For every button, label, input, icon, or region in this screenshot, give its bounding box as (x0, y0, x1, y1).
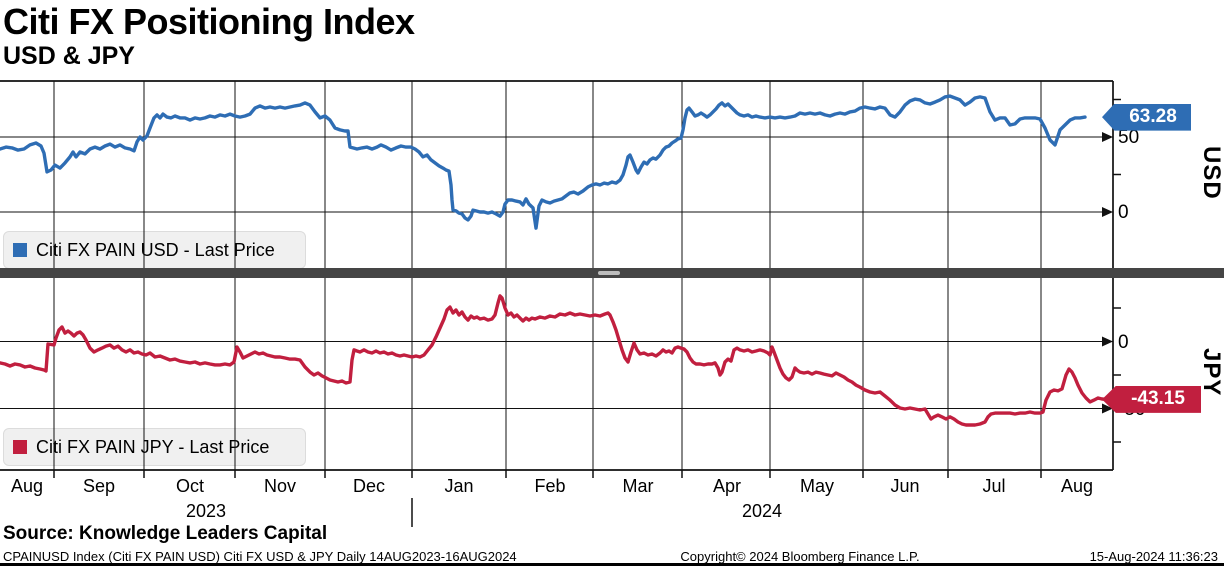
price-flag-usd: 63.28 (1102, 103, 1191, 131)
y-tick-label: 0 (1118, 202, 1129, 223)
month-label: Mar (622, 476, 654, 496)
legend-usd-label: Citi FX PAIN USD - Last Price (36, 239, 275, 260)
panel-divider-handle-icon[interactable] (598, 271, 620, 275)
y-tick-label: 0 (1118, 331, 1129, 353)
month-label: Jul (982, 476, 1006, 496)
source-text: Source: Knowledge Leaders Capital (3, 523, 328, 544)
month-label: Feb (534, 476, 566, 496)
footer-copyright: Copyright© 2024 Bloomberg Finance L.P. (680, 549, 920, 564)
footer-security-info: CPAINUSD Index (Citi FX PAIN USD) Citi F… (3, 549, 517, 564)
axis-label-jpy: JPY (1198, 348, 1224, 397)
legend-swatch-usd-icon (13, 243, 27, 257)
legend-usd[interactable]: Citi FX PAIN USD - Last Price (3, 231, 306, 269)
month-label: Aug (10, 476, 44, 496)
chart-subtitle: USD & JPY (3, 42, 135, 70)
axis-arrow-icon (1102, 207, 1113, 217)
page-title: Citi FX Positioning Index (3, 1, 415, 42)
month-label: Aug (1060, 476, 1094, 496)
bottom-edge-bar (0, 563, 1224, 566)
footer-timestamp: 15-Aug-2024 11:36:23 (1089, 549, 1218, 564)
year-label: 2023 (185, 501, 227, 521)
month-label: May (799, 476, 835, 496)
year-label: 2024 (741, 501, 783, 521)
series-line-usd (0, 94, 1087, 230)
month-label: Oct (175, 476, 205, 496)
month-label: Sep (82, 476, 116, 496)
legend-jpy-label: Citi FX PAIN JPY - Last Price (36, 436, 270, 457)
axis-arrow-icon (1102, 336, 1113, 347)
axis-arrow-icon (1102, 132, 1113, 142)
month-label: Jun (890, 476, 920, 496)
axis-label-usd: USD (1198, 146, 1224, 200)
legend-swatch-jpy-icon (13, 440, 27, 454)
month-label: Dec (352, 476, 386, 496)
month-label: Jan (444, 476, 474, 496)
y-tick-label: 50 (1118, 127, 1140, 148)
series-line-jpy (0, 294, 1108, 427)
price-flag-jpy: -43.15 (1102, 385, 1201, 413)
legend-jpy[interactable]: Citi FX PAIN JPY - Last Price (3, 428, 306, 466)
month-label: Apr (712, 476, 742, 496)
month-label: Nov (263, 476, 297, 496)
